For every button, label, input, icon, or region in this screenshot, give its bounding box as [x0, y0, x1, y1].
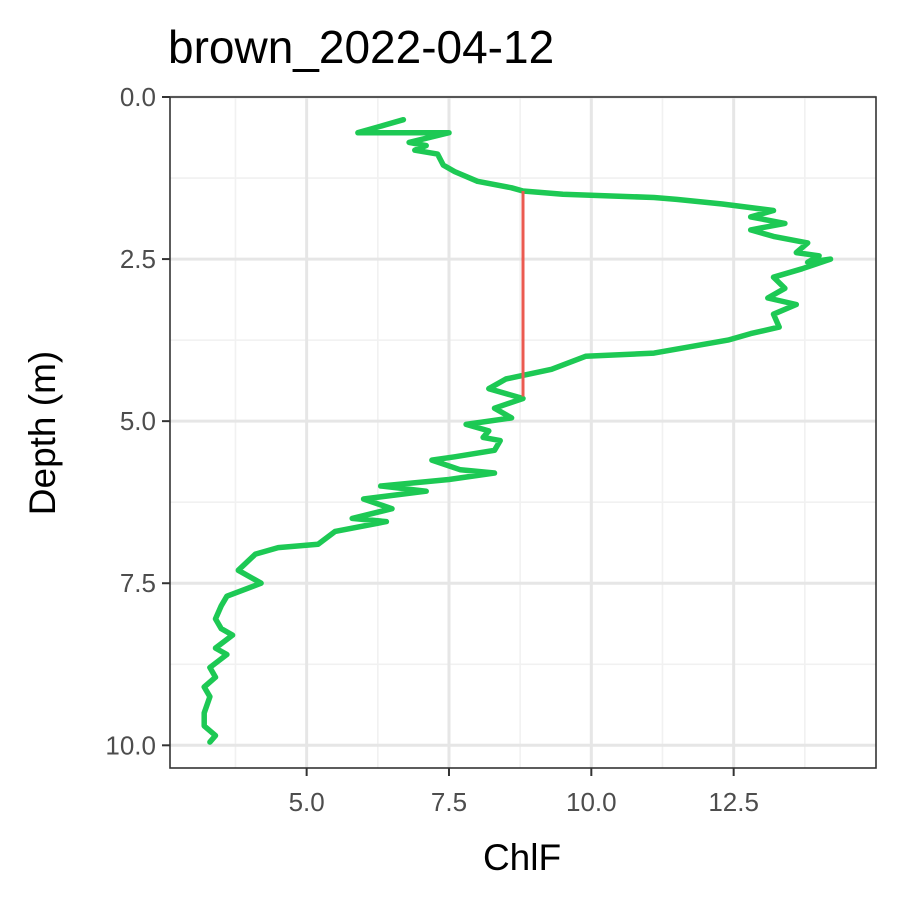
y-tick-label: 7.5 — [120, 568, 156, 598]
data-series — [201, 116, 834, 745]
y-tick-label: 2.5 — [120, 244, 156, 274]
y-tick-label: 10.0 — [105, 730, 156, 760]
y-axis-title: Depth (m) — [22, 351, 63, 515]
chlf-profile-line — [201, 116, 834, 745]
x-tick-label: 5.0 — [289, 787, 325, 817]
x-tick-label: 10.0 — [566, 787, 617, 817]
panel-border — [169, 96, 877, 769]
x-tick-label: 7.5 — [431, 787, 467, 817]
x-axis-title: ChlF — [483, 837, 561, 878]
y-tick-label: 0.0 — [120, 82, 156, 112]
y-tick-label: 5.0 — [120, 406, 156, 436]
axes: 5.0 7.5 10.0 12.5 0.0 2.5 5.0 7.5 10.0 — [105, 82, 759, 817]
x-tick-label: 12.5 — [708, 787, 759, 817]
chart-title: brown_2022-04-12 — [168, 21, 554, 73]
